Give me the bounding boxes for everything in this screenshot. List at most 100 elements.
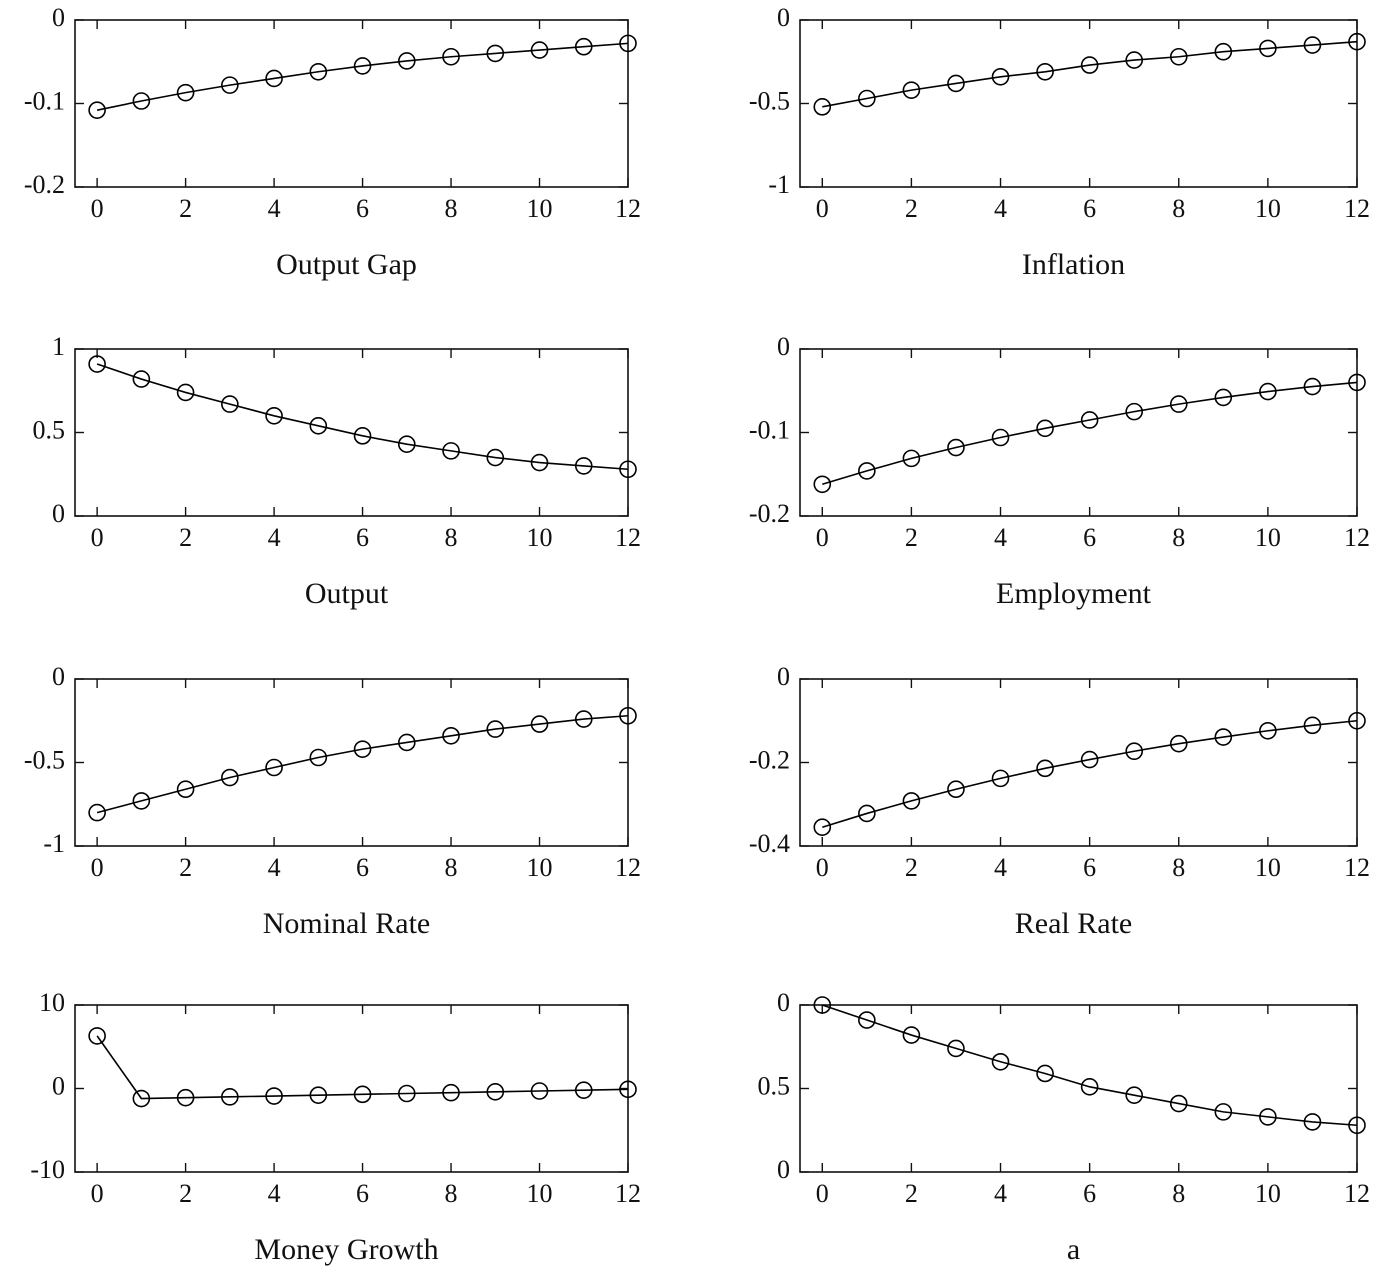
x-tick-label: 2 <box>179 1179 192 1208</box>
marker <box>265 1087 283 1105</box>
x-tick-label: 4 <box>994 194 1007 223</box>
marker <box>88 1027 106 1045</box>
x-tick-label: 6 <box>356 523 369 552</box>
marker <box>176 383 195 402</box>
marker <box>132 1089 151 1108</box>
marker <box>1348 1116 1366 1135</box>
y-tick-label: 0 <box>52 3 65 32</box>
marker <box>813 475 832 494</box>
y-tick-label: -0.2 <box>24 170 65 199</box>
marker <box>991 769 1010 788</box>
x-tick-label: 6 <box>356 1179 369 1208</box>
x-tick-label: 6 <box>1083 1179 1096 1208</box>
marker <box>1169 1094 1188 1113</box>
marker <box>1303 716 1322 735</box>
chart-title: Output Gap <box>276 248 417 281</box>
x-tick-label: 12 <box>1344 853 1370 882</box>
y-tick-label: -0.2 <box>749 745 790 774</box>
marker <box>902 81 921 99</box>
y-tick-label: 10 <box>39 988 65 1017</box>
marker <box>486 1083 505 1101</box>
marker <box>1169 395 1188 413</box>
marker <box>486 44 505 63</box>
marker <box>176 83 195 102</box>
marker <box>1259 382 1277 401</box>
x-tick-label: 2 <box>905 853 918 882</box>
marker <box>947 74 965 93</box>
chart-title: Employment <box>996 577 1152 610</box>
marker <box>947 1039 965 1058</box>
marker <box>397 435 416 453</box>
marker <box>858 462 876 480</box>
x-tick-label: 6 <box>1083 853 1096 882</box>
marker <box>176 780 195 799</box>
marker <box>1348 373 1366 392</box>
x-tick-label: 12 <box>615 853 641 882</box>
marker <box>442 1083 460 1102</box>
y-tick-label: 0 <box>777 988 790 1017</box>
x-tick-label: 0 <box>816 1179 829 1208</box>
series-line <box>822 381 1358 486</box>
marker <box>1214 42 1233 61</box>
marker <box>1036 419 1054 438</box>
marker <box>574 457 593 475</box>
x-tick-label: 4 <box>994 853 1007 882</box>
x-tick-label: 0 <box>816 853 829 882</box>
x-tick-label: 10 <box>527 194 553 223</box>
marker <box>1214 1103 1233 1121</box>
plot-frame <box>74 1004 629 1173</box>
marker <box>1125 402 1143 421</box>
x-tick-label: 12 <box>1344 1179 1370 1208</box>
marker <box>902 449 921 468</box>
plot-frame <box>74 348 629 517</box>
marker <box>221 395 239 413</box>
marker <box>397 1084 416 1103</box>
marker <box>1214 388 1233 407</box>
marker <box>265 758 283 777</box>
marker <box>619 34 637 53</box>
marker <box>1080 750 1099 769</box>
marker <box>574 710 593 728</box>
marker <box>353 1085 372 1104</box>
x-tick-label: 8 <box>445 1179 458 1208</box>
marker <box>858 89 876 108</box>
series-line <box>96 363 629 471</box>
marker <box>530 41 549 59</box>
x-tick-label: 4 <box>268 523 281 552</box>
marker <box>221 768 239 787</box>
y-tick-label: 0 <box>777 332 790 361</box>
marker <box>1036 1064 1054 1083</box>
x-tick-label: 10 <box>527 853 553 882</box>
marker <box>1348 711 1366 730</box>
y-tick-label: 0 <box>52 662 65 691</box>
x-tick-label: 0 <box>91 523 104 552</box>
marker <box>1303 1113 1322 1131</box>
marker <box>1080 1078 1099 1096</box>
marker <box>176 1088 195 1107</box>
marker <box>353 427 372 445</box>
x-tick-label: 12 <box>1344 194 1370 223</box>
x-tick-label: 12 <box>615 523 641 552</box>
marker <box>265 406 283 425</box>
marker <box>1259 39 1277 58</box>
marker <box>132 92 151 110</box>
x-tick-label: 8 <box>445 194 458 223</box>
y-tick-label: -1 <box>43 829 65 858</box>
x-tick-label: 2 <box>905 523 918 552</box>
x-tick-label: 2 <box>179 853 192 882</box>
marker <box>132 370 151 388</box>
chart-title: a <box>1067 1233 1080 1266</box>
marker <box>991 67 1010 86</box>
y-tick-label: 0.5 <box>33 415 66 444</box>
marker <box>486 720 505 738</box>
y-tick-label: 0 <box>52 499 65 528</box>
marker <box>1303 377 1322 396</box>
marker <box>574 37 593 56</box>
x-tick-label: 8 <box>1172 1179 1185 1208</box>
marker <box>442 726 460 745</box>
marker <box>902 792 921 810</box>
x-tick-label: 2 <box>179 523 192 552</box>
y-tick-label: 0.5 <box>758 1071 791 1100</box>
marker <box>221 1088 239 1106</box>
